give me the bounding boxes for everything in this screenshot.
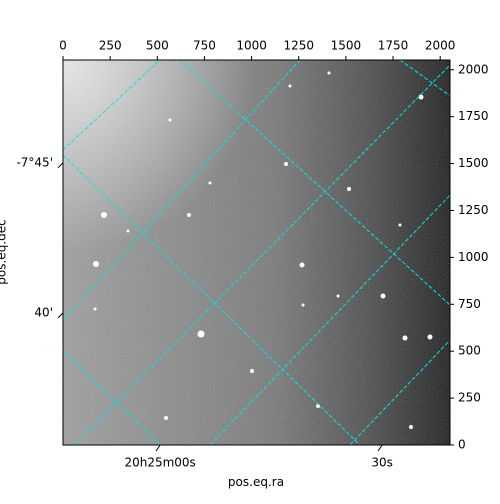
wcs-grid-line (349, 339, 450, 445)
ra-tick (377, 444, 383, 452)
wcs-grid-line (63, 349, 161, 445)
x-tick-label: 2000 (425, 39, 456, 53)
wcs-grid-line (399, 60, 450, 97)
x-tick-label: 1750 (378, 39, 409, 53)
x-tick-label: 0 (59, 39, 67, 53)
x-tick-label: 250 (99, 39, 122, 53)
x-axis-label: pos.eq.ra (228, 475, 284, 489)
y-tick-label: 1250 (458, 203, 489, 217)
wcs-grid-line (63, 60, 301, 321)
x-tick-label: 1000 (236, 39, 267, 53)
wcs-grid-line (74, 64, 450, 445)
wcs-grid-line (209, 194, 450, 445)
ra-tick-label: 20h25m00s (124, 456, 195, 470)
y-tick-label: 1750 (458, 109, 489, 123)
dec-tick-label: -7°45' (16, 155, 53, 169)
dec-tick (57, 162, 64, 169)
dec-tick-label: 40' (34, 305, 53, 319)
wcs-grid-line (179, 60, 450, 306)
y-tick-label: 0 (458, 438, 466, 452)
y-axis-label: pos.eq.dec (0, 219, 9, 284)
wcs-grid (63, 60, 450, 445)
x-tick-label: 500 (146, 39, 169, 53)
y-tick-label: 250 (458, 391, 481, 405)
x-tick-label: 750 (193, 39, 216, 53)
wcs-grid-line (63, 154, 361, 445)
plot-frame (62, 59, 451, 446)
ra-tick-label: 30s (371, 456, 393, 470)
y-tick-label: 750 (458, 297, 481, 311)
ra-tick (155, 444, 161, 452)
y-tick-label: 500 (458, 344, 481, 358)
x-tick-label: 1500 (331, 39, 362, 53)
sky-image (63, 60, 450, 445)
x-tick-label: 1250 (283, 39, 314, 53)
y-tick-label: 1000 (458, 250, 489, 264)
dec-tick (57, 312, 64, 319)
wcs-grid-line (63, 60, 161, 151)
y-tick-label: 2000 (458, 62, 489, 76)
y-tick-label: 1500 (458, 156, 489, 170)
